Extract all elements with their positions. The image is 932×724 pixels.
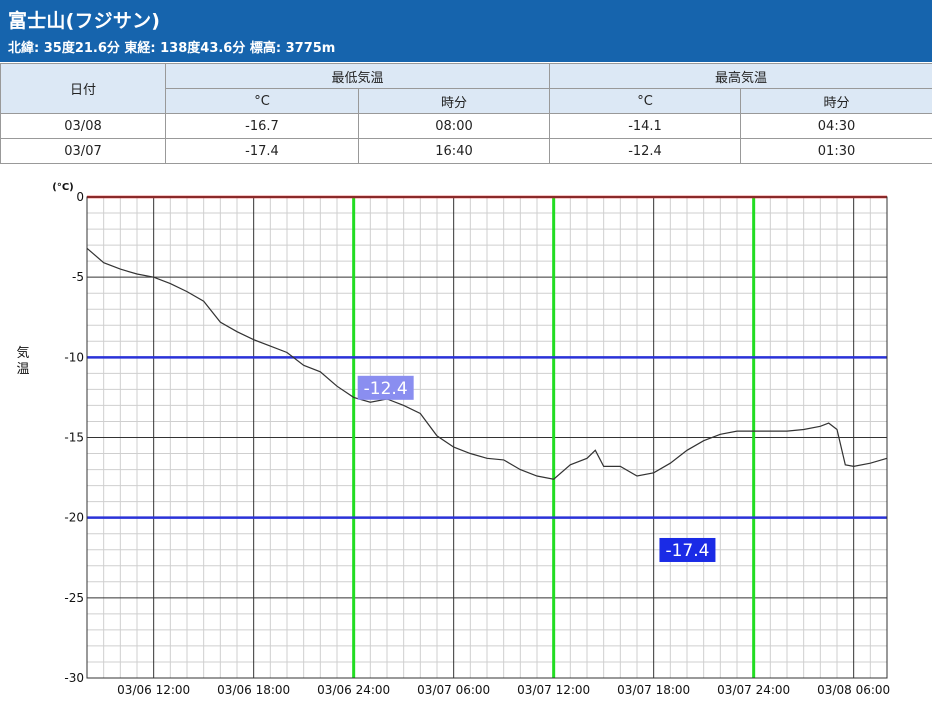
station-title: 富士山(フジサン)	[8, 10, 161, 32]
max-temp-header: 最高気温	[549, 63, 932, 89]
y-axis-label: 気温	[16, 345, 29, 377]
y-tick-label: -20	[64, 511, 84, 525]
x-tick-label: 03/06 24:00	[317, 683, 390, 697]
table-row: 03/07 -17.4 16:40 -12.4 01:30	[0, 138, 932, 164]
y-unit-label: (°C)	[52, 182, 73, 193]
temperature-series-line	[86, 247, 888, 480]
row-max-time: 04:30	[740, 113, 932, 139]
row-date: 03/07	[0, 138, 166, 164]
annotation-label: -12.4	[364, 379, 408, 399]
row-max-temp: -14.1	[549, 113, 742, 139]
x-tick-label: 03/06 18:00	[217, 683, 290, 697]
plot-frame	[86, 196, 888, 679]
min-temp-header: 最低気温	[164, 63, 551, 89]
min-time-header: 時分	[357, 88, 551, 114]
x-tick-label: 03/07 24:00	[717, 683, 790, 697]
row-min-time: 16:40	[357, 138, 551, 164]
annotation-box	[357, 375, 414, 400]
min-unit-header: °C	[165, 88, 359, 114]
annotation-label: -17.4	[665, 541, 709, 561]
annotation-box	[659, 537, 716, 562]
x-tick-label: 03/07 12:00	[517, 683, 590, 697]
table-row: 03/08 -16.7 08:00 -14.1 04:30	[0, 113, 932, 139]
temperature-summary-table: 日付 最低気温 最高気温 °C 時分 °C 時分 03/08 -16.7 08:…	[0, 63, 932, 164]
row-date: 03/08	[0, 113, 166, 139]
row-min-temp: -17.4	[165, 138, 359, 164]
row-min-temp: -16.7	[165, 113, 359, 139]
x-tick-label: 03/08 06:00	[817, 683, 890, 697]
max-time-header: 時分	[740, 88, 932, 114]
x-tick-label: 03/06 12:00	[117, 683, 190, 697]
row-min-time: 08:00	[357, 113, 551, 139]
row-max-temp: -12.4	[549, 138, 742, 164]
y-tick-label: -10	[64, 350, 84, 364]
x-tick-label: 03/07 06:00	[417, 683, 490, 697]
x-tick-label: 03/07 18:00	[617, 683, 690, 697]
y-tick-label: -30	[64, 671, 84, 685]
y-tick-label: -15	[64, 431, 84, 445]
temperature-line-chart: 0 -5 -10 -15 -20 -25 -30 03/06 12:00 03/06 18:00…	[16, 182, 890, 697]
station-coordinates: 北緯: 35度21.6分 東経: 138度43.6分 標高: 3775m	[8, 41, 336, 56]
y-tick-label: -25	[64, 591, 84, 605]
row-max-time: 01:30	[740, 138, 932, 164]
station-header: 富士山(フジサン) 北緯: 35度21.6分 東経: 138度43.6分 標高:…	[0, 0, 932, 62]
y-tick-label: 0	[76, 190, 84, 204]
y-tick-label: -5	[72, 270, 84, 284]
date-header: 日付	[0, 63, 166, 114]
max-unit-header: °C	[549, 88, 742, 114]
